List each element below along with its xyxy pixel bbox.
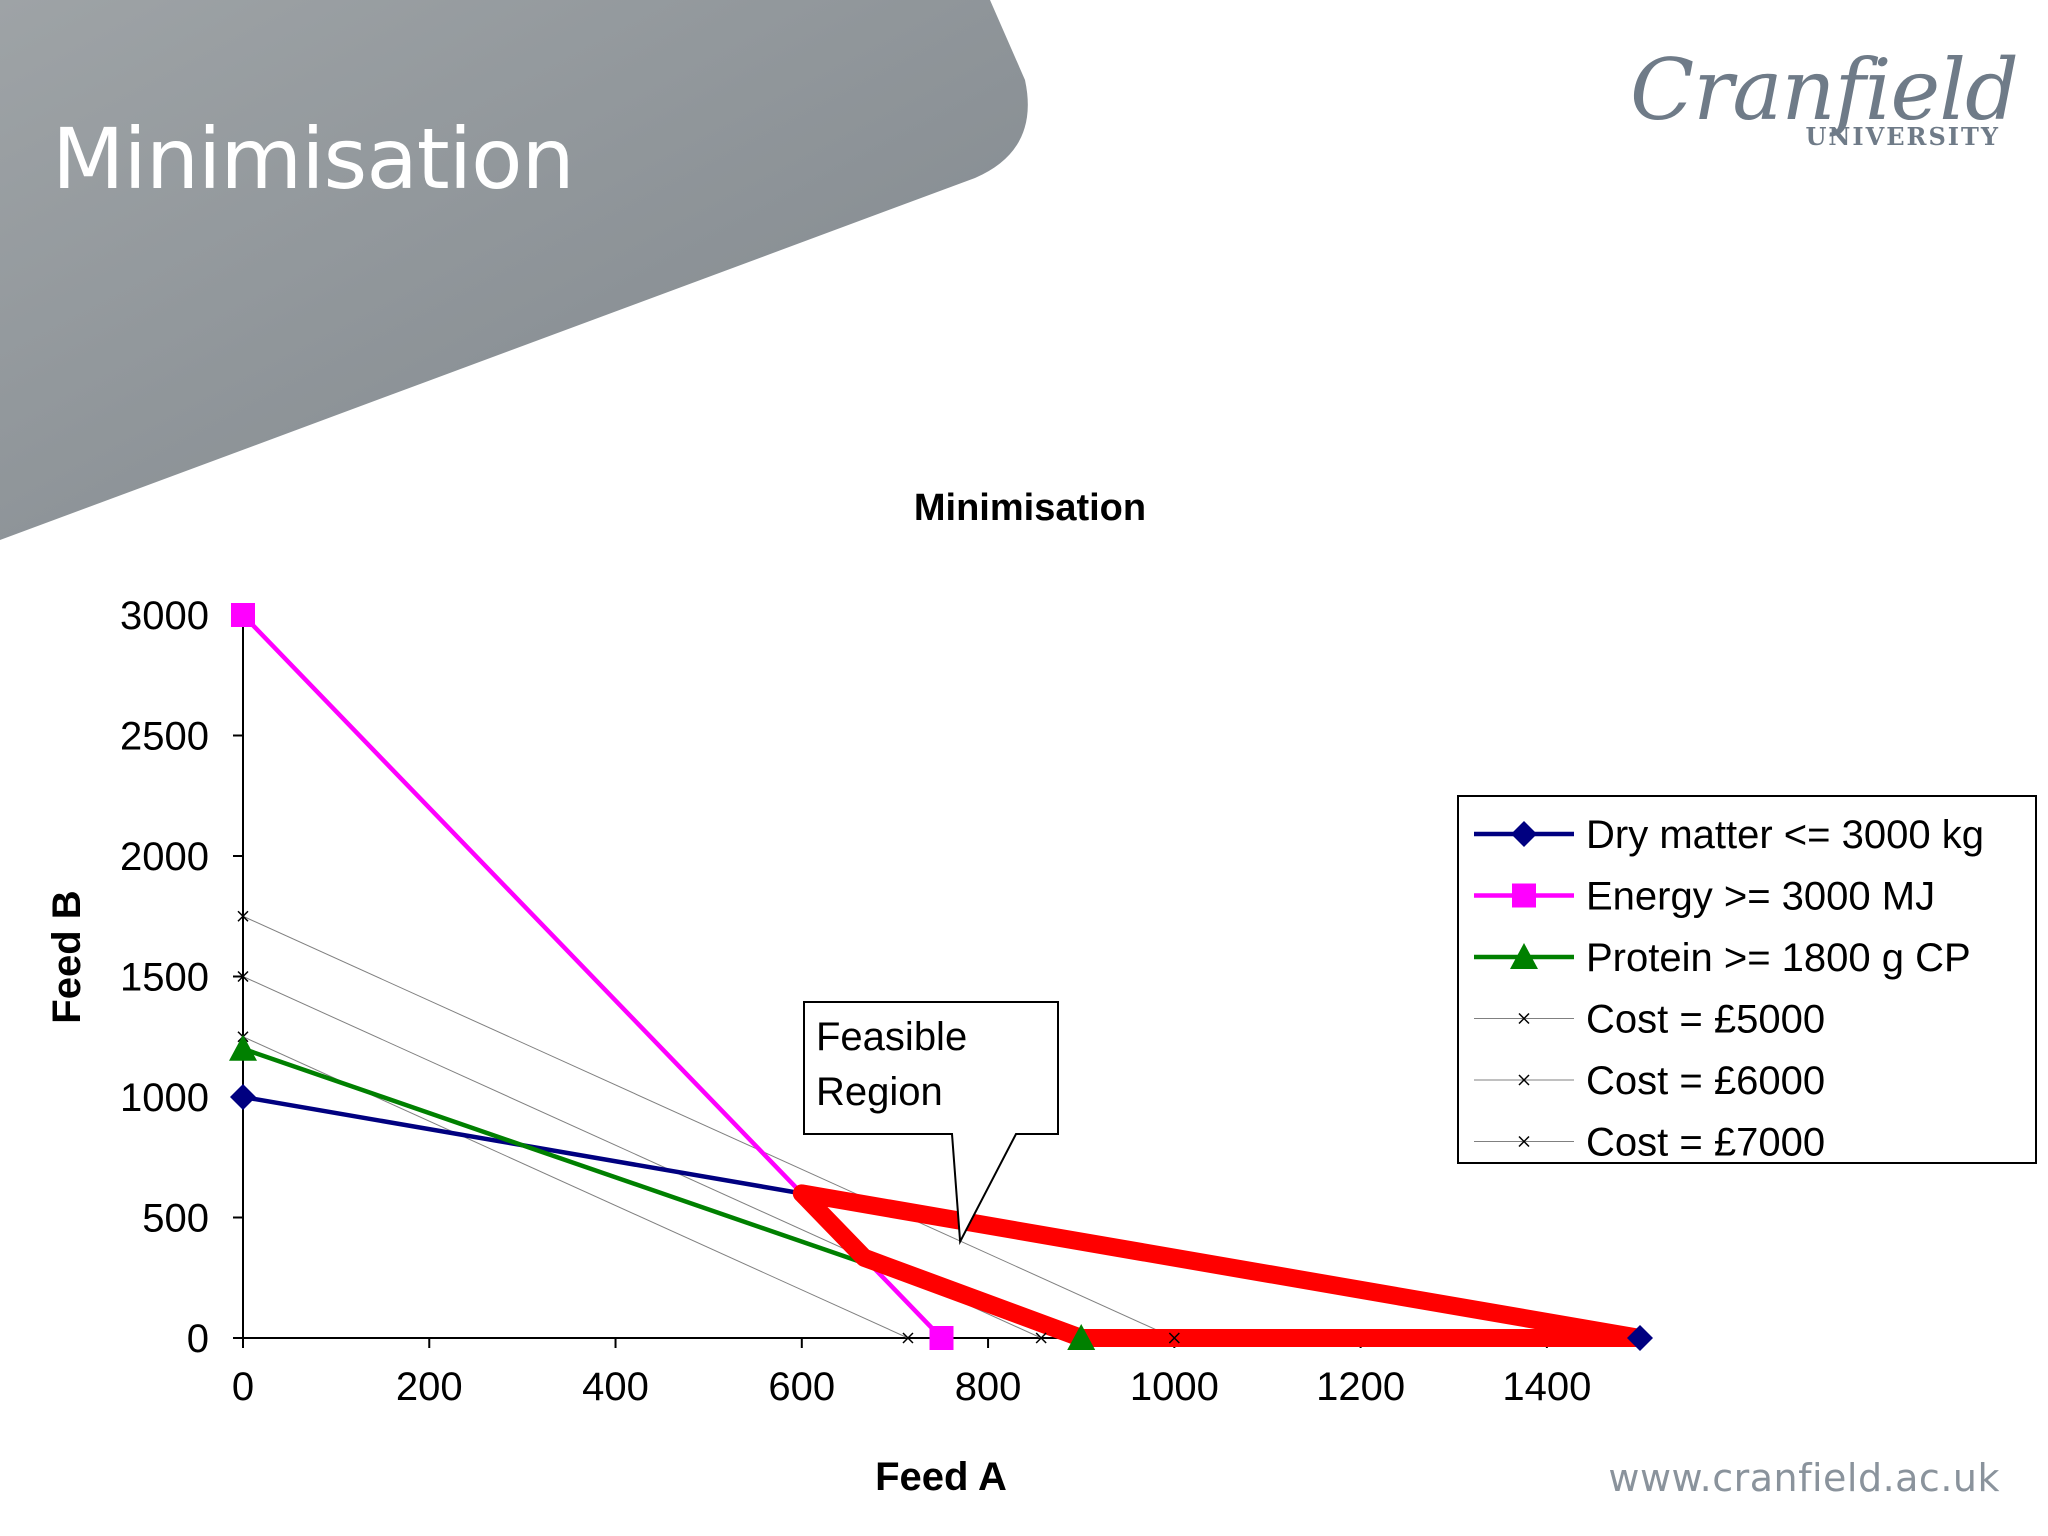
cost-6000-point: [1035, 1332, 1047, 1344]
feasible-region-outline: [792, 1184, 1649, 1347]
x-tick-label: 800: [955, 1365, 1022, 1409]
header-banner: [0, 0, 1028, 540]
y-tick-label: 2500: [120, 715, 209, 759]
x-tick-label: 600: [768, 1365, 835, 1409]
feasible-region-callout: [803, 1001, 1059, 1246]
x-tick-label: 1200: [1316, 1365, 1405, 1409]
energy-legend-label: Energy >= 3000 MJ: [1586, 875, 1935, 919]
protein-legend-marker: [1510, 943, 1538, 969]
cost-6000-legend-label: Cost = £6000: [1586, 1059, 1825, 1103]
x-tick-label: 400: [582, 1365, 649, 1409]
dry-matter-legend-label: Dry matter <= 3000 kg: [1586, 813, 1984, 857]
cost-5000-legend-label: Cost = £5000: [1586, 998, 1825, 1042]
y-tick-label: 1000: [120, 1076, 209, 1120]
cost-6000-legend-marker: [1518, 1074, 1530, 1086]
dry-matter-point: [1627, 1325, 1653, 1351]
cost-5000-point: [902, 1332, 914, 1344]
protein-point: [229, 1034, 257, 1061]
y-tick-label: 1500: [120, 956, 209, 1000]
website-url: www.cranfield.ac.uk: [1608, 1456, 2000, 1500]
y-tick-label: 0: [187, 1317, 209, 1361]
cost-7000-line: [242, 915, 1175, 1339]
energy-point: [231, 603, 255, 627]
y-axis-label: Feed B: [45, 890, 89, 1023]
dry-matter-point: [230, 1084, 256, 1110]
protein-legend-label: Protein >= 1800 g CP: [1586, 936, 1971, 980]
cost-6000-point: [237, 970, 249, 983]
legend-box: [1457, 795, 2037, 1164]
callout-text-line: Feasible: [816, 1015, 967, 1059]
logo-wordmark: Cranfield: [1630, 41, 2019, 139]
y-tick-label: 500: [142, 1197, 209, 1241]
x-axis-label: Feed A: [875, 1455, 1007, 1499]
y-tick-label: 2000: [120, 835, 209, 879]
x-tick-label: 0: [232, 1365, 254, 1409]
chart-title: Minimisation: [914, 487, 1146, 529]
callout-text-line: Region: [816, 1070, 943, 1114]
x-tick-label: 1000: [1130, 1365, 1219, 1409]
cost-5000-legend-marker: [1518, 1012, 1530, 1025]
logo-subtext: UNIVERSITY: [1805, 122, 2000, 151]
dry-matter-legend-marker: [1511, 821, 1537, 847]
cranfield-logo: Cranfield UNIVERSITY: [1630, 48, 2019, 158]
x-tick-label: 200: [396, 1365, 463, 1409]
cost-7000-legend-marker: [1518, 1135, 1530, 1148]
energy-legend-marker: [1512, 883, 1536, 908]
energy-point: [929, 1326, 954, 1350]
cost-7000-point: [237, 910, 249, 922]
x-tick-label: 1400: [1502, 1365, 1591, 1409]
slide-title: Minimisation: [52, 110, 575, 208]
y-tick-label: 3000: [120, 594, 209, 638]
cost-7000-point: [1168, 1332, 1180, 1344]
protein-point: [1067, 1324, 1096, 1350]
cost-7000-legend-label: Cost = £7000: [1586, 1121, 1825, 1165]
